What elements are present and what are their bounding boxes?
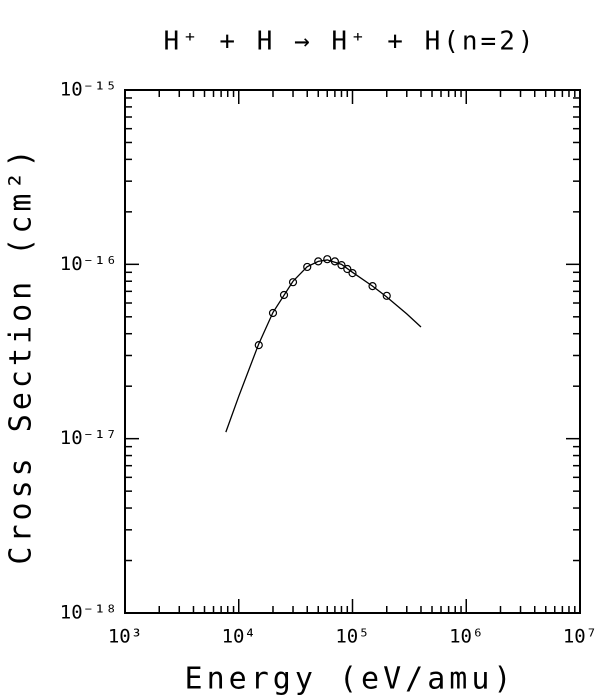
data-point: [348, 269, 357, 278]
y-tick-label: 10⁻¹⁵: [60, 79, 117, 101]
data-point: [303, 262, 312, 272]
data-point: [254, 341, 263, 350]
x-tick-label: 10⁶: [449, 626, 483, 648]
data-point: [268, 308, 278, 318]
x-axis-label: Energy (eV/amu): [185, 662, 516, 696]
data-point: [343, 264, 352, 274]
y-tick-label: 10⁻¹⁷: [60, 427, 117, 449]
x-tick-label: 10⁷: [563, 626, 597, 648]
x-tick-label: 10³: [108, 626, 142, 648]
plot-frame: [124, 89, 581, 614]
data-point: [330, 257, 339, 266]
data-point: [279, 290, 289, 300]
x-tick-label: 10⁴: [222, 626, 256, 648]
data-point: [382, 291, 391, 300]
data-point: [314, 257, 323, 266]
data-point: [337, 260, 346, 270]
y-axis-label: Cross Section (cm²): [4, 145, 39, 564]
data-point: [323, 255, 332, 264]
y-tick-label: 10⁻¹⁶: [60, 253, 117, 275]
data-point: [288, 278, 298, 287]
data-point: [368, 282, 377, 291]
chart-title: H⁺ + H → H⁺ + H(n=2): [163, 27, 536, 57]
y-tick-label: 10⁻¹⁸: [60, 602, 117, 624]
x-tick-label: 10⁵: [335, 626, 369, 648]
fit-line: [225, 259, 422, 433]
